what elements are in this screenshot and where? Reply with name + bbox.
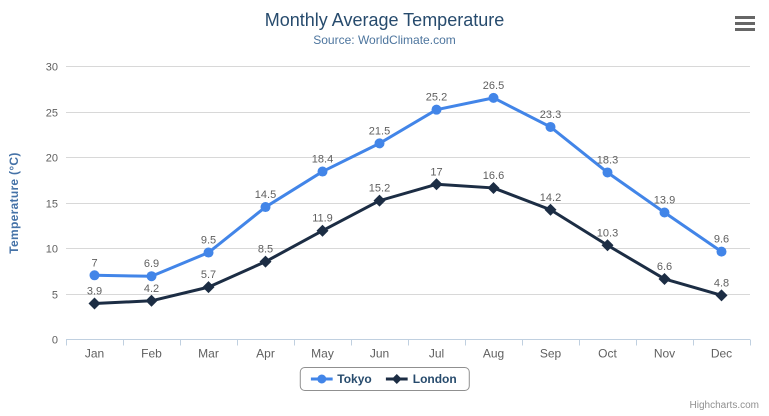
x-tick-label: Dec	[711, 347, 732, 361]
data-label: 7	[91, 257, 97, 269]
hamburger-icon	[735, 21, 755, 25]
y-tick-label: 15	[46, 199, 58, 211]
data-label: 5.7	[201, 269, 216, 281]
legend-item-tokyo[interactable]: Tokyo	[310, 371, 372, 386]
data-label: 15.2	[369, 183, 390, 195]
data-point-london[interactable]	[316, 224, 329, 237]
x-tick-label: Jun	[370, 347, 389, 361]
data-label: 6.9	[144, 258, 159, 270]
tokyo-line-marker-icon	[310, 374, 333, 383]
x-tick-label: Mar	[198, 347, 219, 361]
data-point-london[interactable]	[202, 281, 215, 294]
data-label: 18.3	[597, 154, 618, 166]
data-point-tokyo[interactable]	[317, 166, 328, 177]
data-label: 26.5	[483, 80, 504, 92]
y-tick-label: 25	[46, 108, 58, 120]
data-label: 16.6	[483, 170, 504, 182]
data-point-tokyo[interactable]	[260, 202, 271, 213]
data-label: 13.9	[654, 195, 675, 207]
data-label: 10.3	[597, 227, 618, 239]
data-label: 9.5	[201, 235, 216, 247]
data-point-london[interactable]	[544, 203, 557, 216]
data-point-tokyo[interactable]	[545, 121, 556, 132]
data-point-tokyo[interactable]	[431, 104, 442, 115]
x-tick-label: Sep	[540, 347, 562, 361]
data-point-london[interactable]	[715, 289, 728, 302]
data-point-tokyo[interactable]	[716, 246, 727, 257]
hamburger-icon	[735, 15, 755, 19]
data-point-london[interactable]	[145, 294, 158, 307]
data-label: 11.9	[312, 213, 333, 225]
data-label: 3.9	[87, 286, 102, 298]
chart-subtitle: Source: WorldClimate.com	[313, 33, 456, 47]
data-label: 17	[430, 166, 442, 178]
data-point-tokyo[interactable]	[146, 271, 157, 282]
hamburger-icon	[735, 27, 755, 31]
legend: Tokyo London	[299, 367, 470, 391]
x-tick-label: Jan	[85, 347, 104, 361]
x-tick-label: Feb	[141, 347, 162, 361]
data-label: 4.8	[714, 277, 729, 289]
legend-label-tokyo: Tokyo	[337, 371, 372, 386]
data-point-tokyo[interactable]	[659, 207, 670, 218]
data-label: 18.4	[312, 154, 333, 166]
data-point-london[interactable]	[373, 194, 386, 207]
london-line-marker-icon	[385, 373, 408, 384]
data-label: 6.6	[657, 261, 672, 273]
data-label: 8.5	[258, 244, 273, 256]
series-line-tokyo[interactable]	[93, 96, 723, 278]
data-label: 23.3	[540, 109, 561, 121]
context-menu-button[interactable]	[733, 12, 757, 34]
legend-item-london[interactable]: London	[385, 371, 457, 386]
data-point-tokyo[interactable]	[602, 167, 613, 178]
data-label: 25.2	[426, 92, 447, 104]
legend-label-london: London	[412, 371, 457, 386]
x-tick-label: Nov	[654, 347, 675, 361]
y-tick-label: 20	[46, 153, 58, 165]
data-point-london[interactable]	[259, 255, 272, 268]
y-tick-label: 30	[46, 62, 58, 74]
data-point-london[interactable]	[658, 272, 671, 285]
data-point-tokyo[interactable]	[203, 247, 214, 258]
x-tick-label: Oct	[598, 347, 617, 361]
series-line-london[interactable]	[93, 182, 723, 306]
y-tick-label: 10	[46, 244, 58, 256]
data-label: 21.5	[369, 125, 390, 137]
data-point-tokyo[interactable]	[89, 270, 100, 281]
y-tick-label: 0	[52, 335, 58, 347]
x-tick-label: Aug	[483, 347, 504, 361]
y-tick-label: 5	[52, 290, 58, 302]
data-label: 9.6	[714, 234, 729, 246]
data-label: 14.5	[255, 189, 276, 201]
data-point-london[interactable]	[487, 181, 500, 194]
data-point-tokyo[interactable]	[374, 138, 385, 149]
data-point-london[interactable]	[88, 297, 101, 310]
data-point-london[interactable]	[601, 239, 614, 252]
data-label: 14.2	[540, 192, 561, 204]
x-tick-label: May	[311, 347, 334, 361]
x-tick-label: Apr	[256, 347, 275, 361]
chart-title: Monthly Average Temperature	[264, 10, 505, 30]
data-point-london[interactable]	[430, 178, 443, 191]
credits-link[interactable]: Highcharts.com	[689, 400, 759, 411]
x-tick-label: Jul	[429, 347, 444, 361]
data-point-tokyo[interactable]	[488, 92, 499, 103]
data-label: 4.2	[144, 283, 159, 295]
